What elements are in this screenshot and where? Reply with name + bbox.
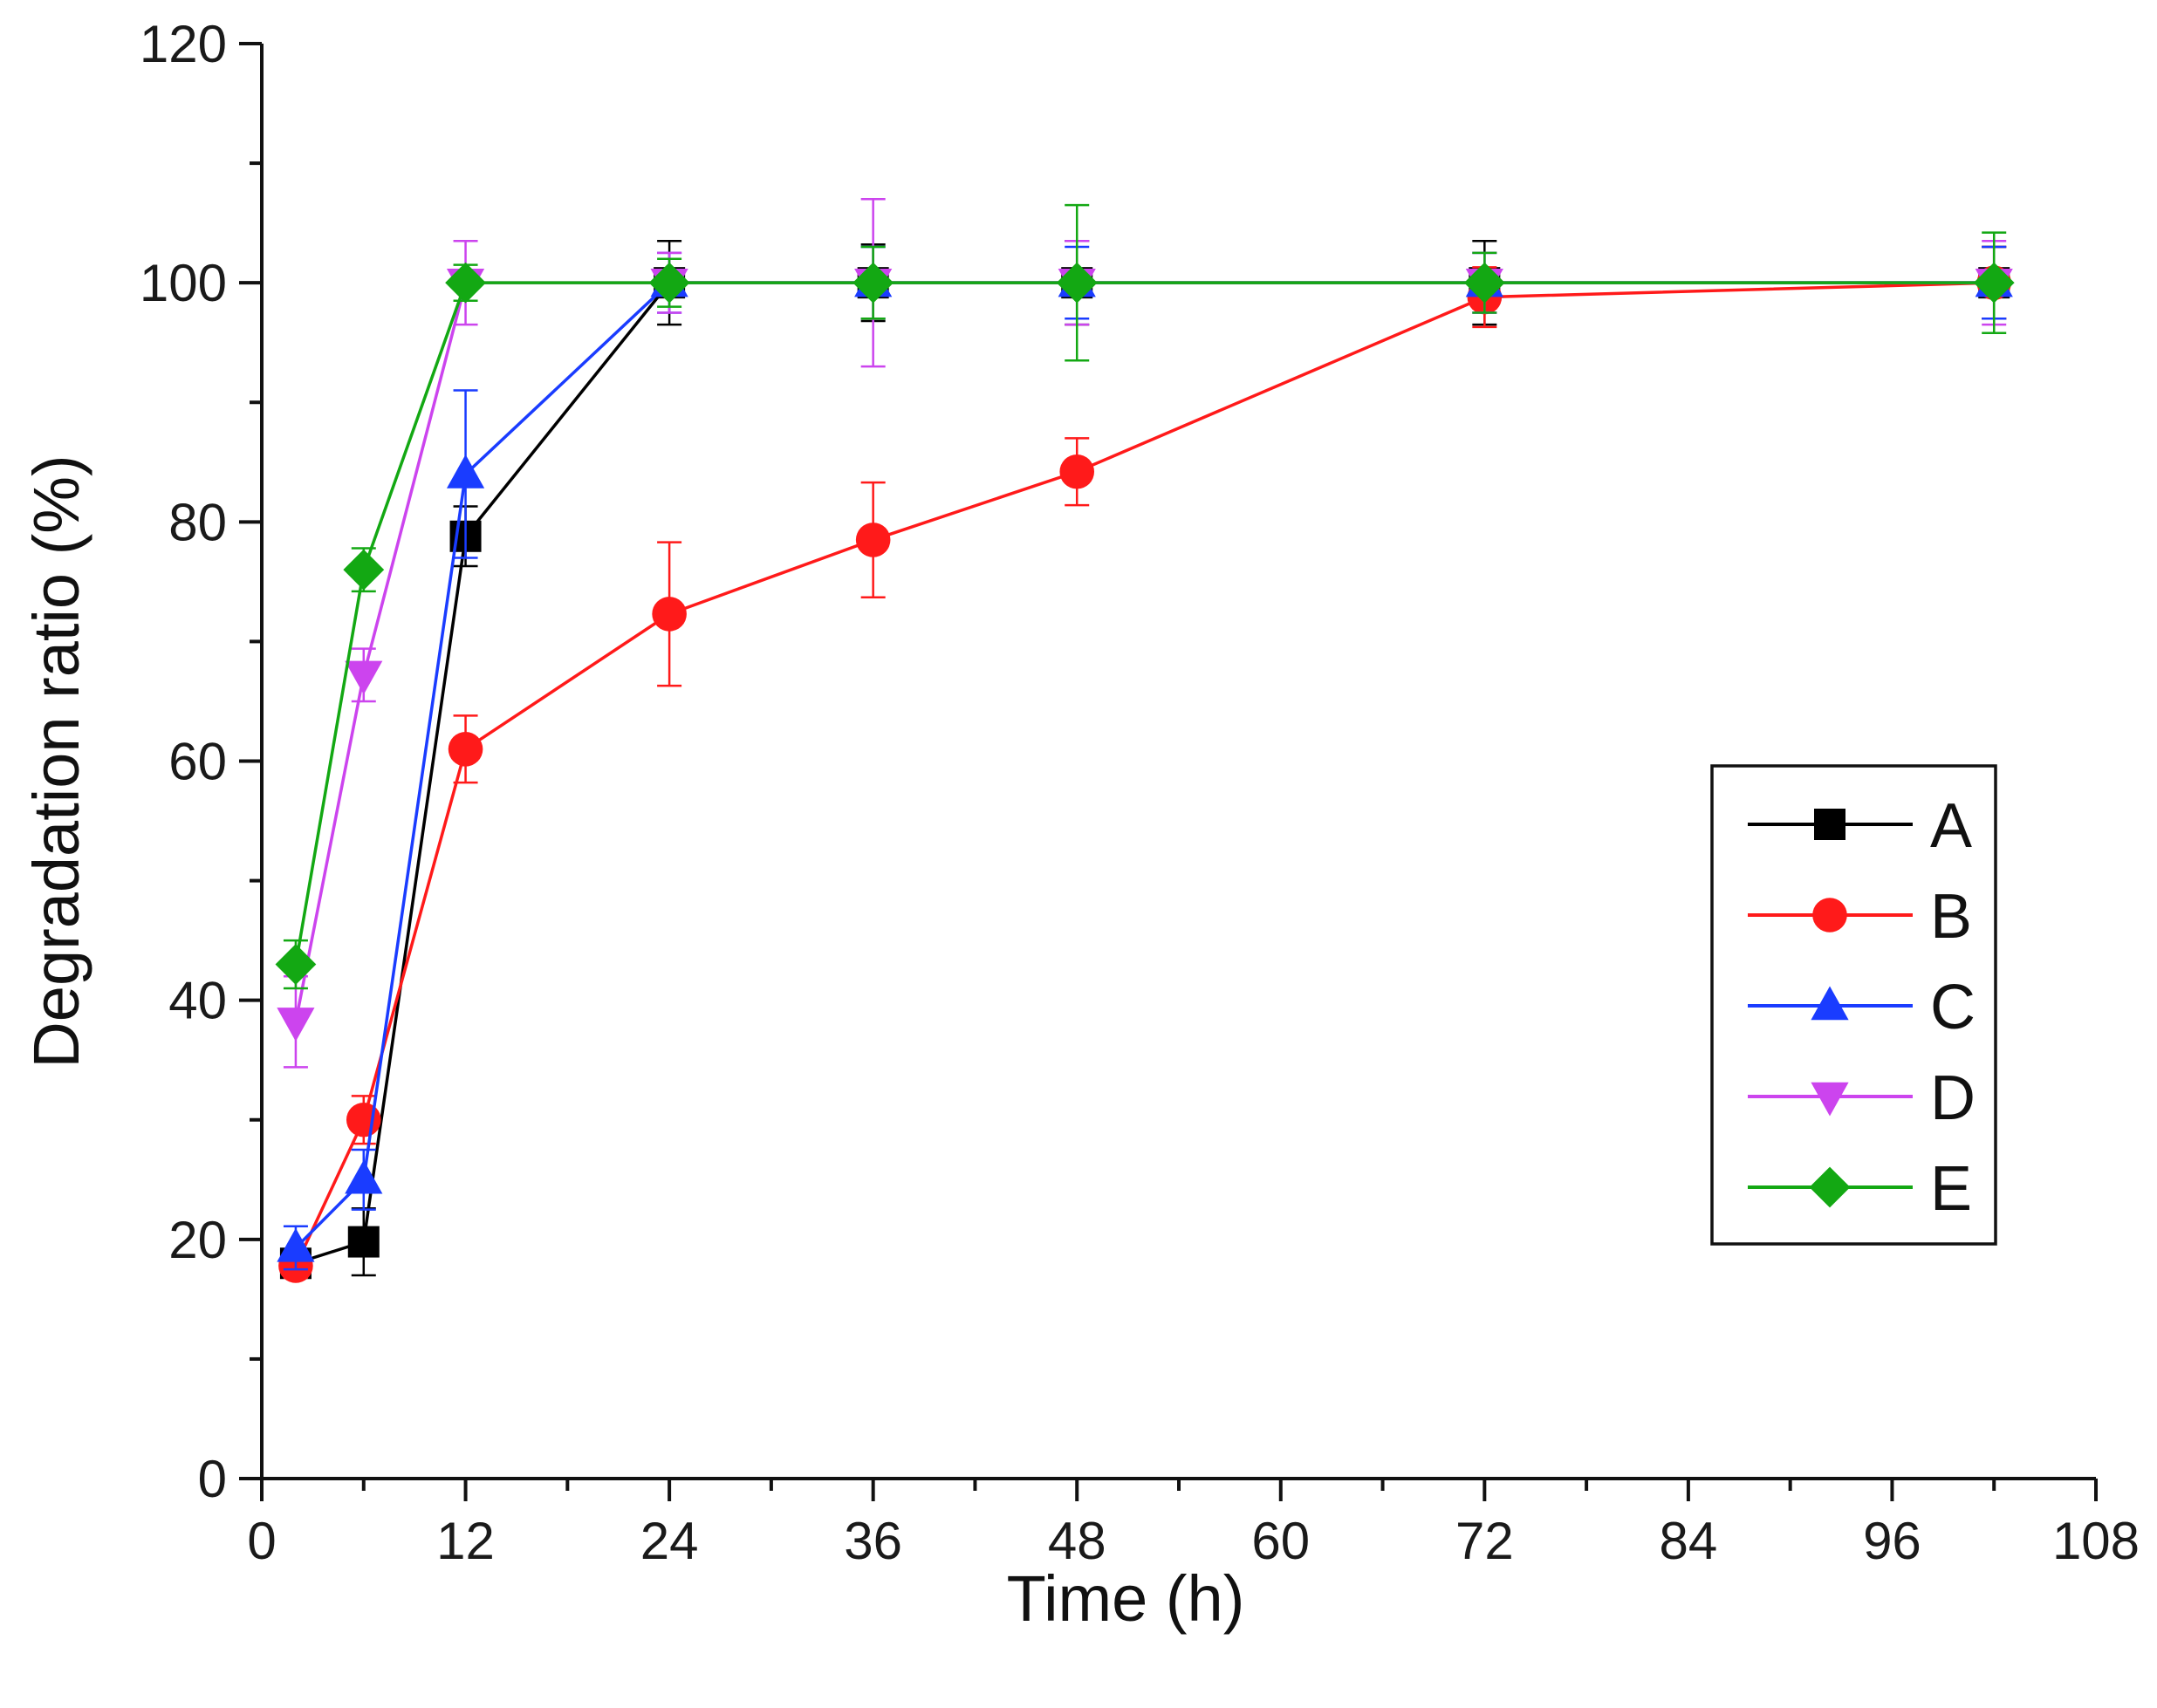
x-tick-label: 12 <box>436 1512 495 1570</box>
legend-label: B <box>1930 882 1972 952</box>
data-point <box>346 1102 381 1138</box>
x-tick-label: 96 <box>1863 1512 1921 1570</box>
data-point <box>853 262 894 304</box>
axes-layer: 0 20 40 60 80 100 120 0 12 24 36 48 60 72 84 96 108 <box>140 15 2140 1570</box>
x-tick-label: 36 <box>844 1512 902 1570</box>
x-tick-label: 84 <box>1660 1512 1718 1570</box>
y-tick-label: 0 <box>198 1450 227 1508</box>
data-point <box>648 262 690 304</box>
data-point <box>277 1227 315 1262</box>
legend-marker <box>1811 1082 1849 1117</box>
data-point <box>448 731 483 767</box>
data-point <box>275 944 317 985</box>
legend-label: E <box>1930 1154 1972 1224</box>
y-tick-label: 80 <box>168 493 227 551</box>
data-point <box>445 262 486 304</box>
y-tick-label: 60 <box>168 733 227 791</box>
legend-marker <box>1812 898 1847 933</box>
legend-item-A: A <box>1748 791 1972 861</box>
legend-label: C <box>1930 973 1976 1042</box>
legend-marker <box>1809 1166 1851 1208</box>
legend-item-C: C <box>1748 973 1976 1042</box>
data-point <box>446 454 485 488</box>
x-tick-label: 108 <box>2052 1512 2140 1570</box>
y-tick-label: 100 <box>140 254 227 312</box>
legend-label: A <box>1930 791 1972 861</box>
y-tick-label: 20 <box>168 1211 227 1269</box>
legend-item-B: B <box>1748 882 1972 952</box>
series-E <box>275 203 2015 990</box>
data-point <box>345 1159 383 1194</box>
series-layer <box>275 197 2015 1283</box>
x-tick-label: 24 <box>640 1512 699 1570</box>
data-point <box>855 523 891 557</box>
legend-item-D: D <box>1748 1063 1976 1133</box>
data-point <box>1059 454 1095 489</box>
data-point <box>347 1226 380 1258</box>
legend-marker <box>1814 809 1845 840</box>
data-point <box>1973 262 2015 304</box>
y-axis-title: Degradation ratio (%) <box>20 454 92 1068</box>
x-tick-label: 60 <box>1251 1512 1310 1570</box>
data-point <box>1056 262 1098 304</box>
legend-item-E: E <box>1748 1154 1972 1224</box>
x-tick-label: 0 <box>247 1512 276 1570</box>
series-line <box>294 281 1995 965</box>
legend-label: D <box>1930 1063 1976 1133</box>
y-tick-label: 40 <box>168 972 227 1030</box>
legend-marker <box>1811 986 1849 1021</box>
data-point <box>345 660 383 695</box>
x-tick-label: 72 <box>1455 1512 1514 1570</box>
x-axis-title: Time (h) <box>1007 1562 1245 1635</box>
data-point <box>652 597 687 632</box>
x-tick-label: 48 <box>1048 1512 1106 1570</box>
data-point <box>343 549 385 591</box>
data-point <box>1463 262 1505 304</box>
data-point <box>277 1008 315 1042</box>
y-tick-label: 120 <box>140 15 227 73</box>
